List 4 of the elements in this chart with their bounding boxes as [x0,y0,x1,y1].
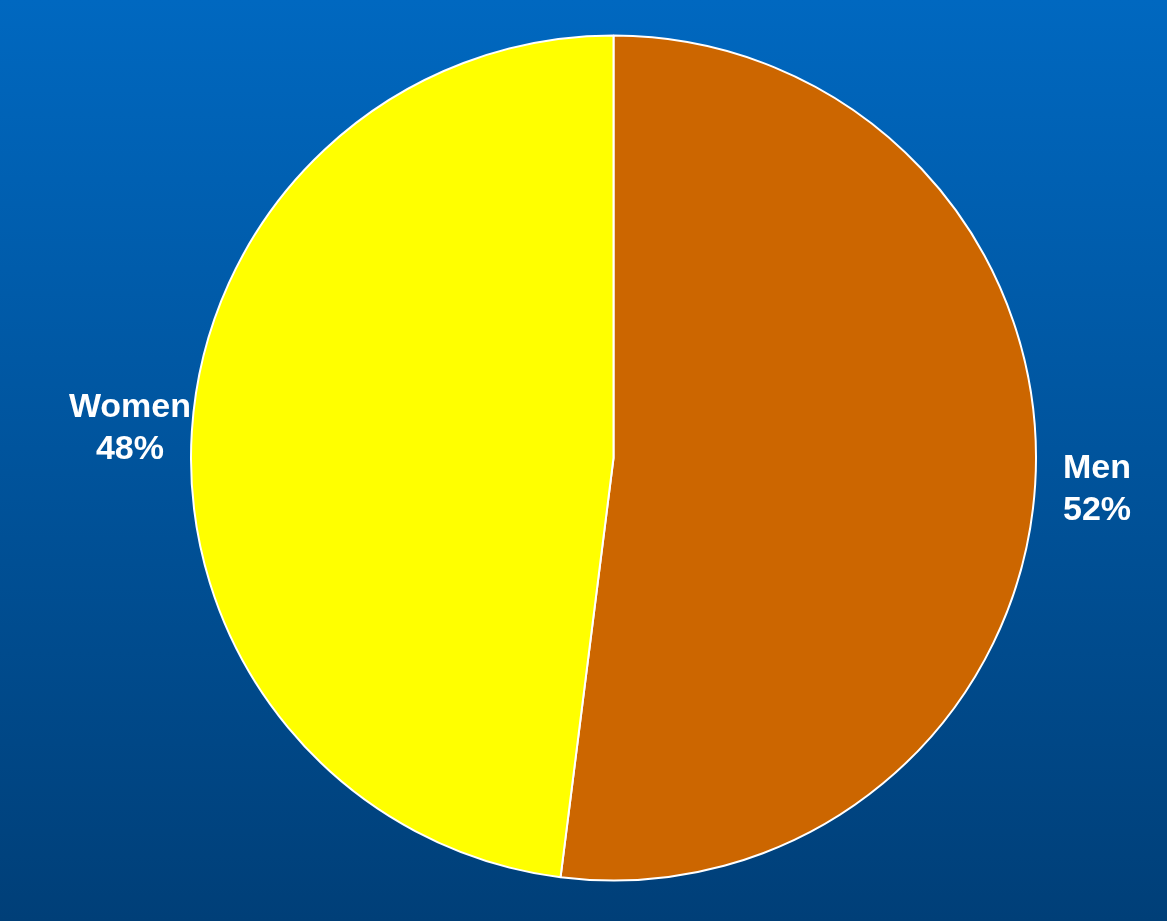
slice-label: Women [68,385,192,424]
data-label: 48% [95,427,164,466]
slice-label: Men [1063,446,1132,485]
data-label: 52% [1063,488,1132,527]
